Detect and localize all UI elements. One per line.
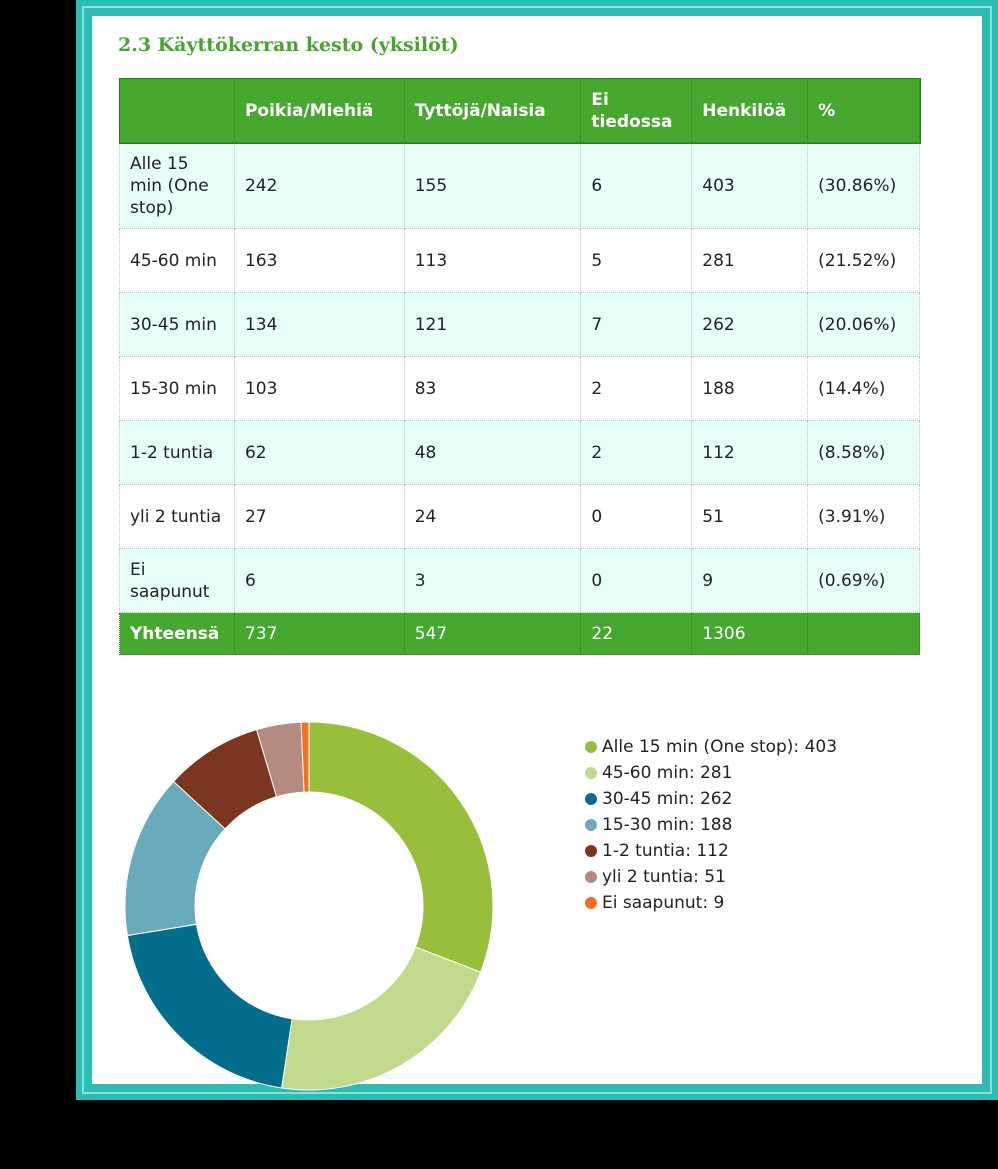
total-female: 547 (403, 612, 582, 655)
cell-male: 163 (233, 228, 405, 293)
legend-label: 45-60 min: 281 (602, 763, 733, 783)
teal-frame: 2.3 Käyttökerran kesto (yksilöt) Poikia/… (76, 0, 998, 1100)
cell-unknown: 0 (580, 548, 693, 613)
cell-percent: (30.86%) (807, 142, 920, 229)
legend-swatch (585, 845, 597, 857)
total-male: 737 (233, 612, 405, 655)
cell-male: 27 (233, 484, 405, 549)
cell-persons: 281 (691, 228, 809, 293)
donut-slice (281, 946, 482, 1091)
total-label: Yhteensä (119, 612, 235, 655)
cell-percent: (8.58%) (807, 420, 920, 485)
cell-female: 121 (403, 292, 582, 357)
header-cell-female: Tyttöjä/Naisia (403, 78, 582, 143)
row-label: Ei saapunut (119, 548, 235, 613)
cell-persons: 112 (691, 420, 809, 485)
total-percent (807, 612, 920, 655)
table-row: 45-60 min 163 113 5 281 (21.52%) (119, 228, 920, 293)
cell-female: 155 (403, 142, 582, 229)
cell-male: 242 (233, 142, 405, 229)
legend-label: 30-45 min: 262 (602, 789, 733, 809)
cell-unknown: 0 (580, 484, 693, 549)
header-cell-persons: Henkilöä (691, 78, 809, 143)
duration-table: Poikia/Miehiä Tyttöjä/Naisia Ei tiedossa… (118, 77, 921, 655)
table-row: 1-2 tuntia 62 48 2 112 (8.58%) (119, 420, 920, 485)
cell-percent: (14.4%) (807, 356, 920, 421)
row-label: Alle 15 min (One stop) (119, 142, 235, 229)
legend-swatch (585, 897, 597, 909)
total-persons: 1306 (691, 612, 809, 655)
cell-female: 24 (403, 484, 582, 549)
legend-label: yli 2 tuntia: 51 (602, 867, 726, 887)
legend-item: 30-45 min: 262 (585, 786, 837, 812)
legend-swatch (585, 767, 597, 779)
header-cell-blank (119, 78, 235, 143)
frame-border-line (82, 6, 992, 1094)
section-title: 2.3 Käyttökerran kesto (yksilöt) (118, 34, 459, 56)
header-cell-percent: % (807, 78, 920, 143)
cell-persons: 403 (691, 142, 809, 229)
legend-item: 45-60 min: 281 (585, 760, 837, 786)
cell-unknown: 2 (580, 420, 693, 485)
cell-unknown: 5 (580, 228, 693, 293)
row-label: 30-45 min (119, 292, 235, 357)
cell-persons: 51 (691, 484, 809, 549)
cell-female: 3 (403, 548, 582, 613)
legend-swatch (585, 741, 597, 753)
legend-item: yli 2 tuntia: 51 (585, 864, 837, 890)
header-cell-male: Poikia/Miehiä (233, 78, 405, 143)
table-row: yli 2 tuntia 27 24 0 51 (3.91%) (119, 484, 920, 549)
cell-male: 6 (233, 548, 405, 613)
cell-percent: (3.91%) (807, 484, 920, 549)
legend-label: 1-2 tuntia: 112 (602, 841, 729, 861)
table-row: 15-30 min 103 83 2 188 (14.4%) (119, 356, 920, 421)
legend-item: 15-30 min: 188 (585, 812, 837, 838)
cell-persons: 262 (691, 292, 809, 357)
legend-label: 15-30 min: 188 (602, 815, 733, 835)
cell-male: 62 (233, 420, 405, 485)
legend-item: Alle 15 min (One stop): 403 (585, 734, 837, 760)
cell-persons: 188 (691, 356, 809, 421)
row-label: 45-60 min (119, 228, 235, 293)
legend-item: 1-2 tuntia: 112 (585, 838, 837, 864)
cell-unknown: 6 (580, 142, 693, 229)
cell-unknown: 2 (580, 356, 693, 421)
donut-chart (124, 721, 494, 1091)
legend-label: Ei saapunut: 9 (602, 893, 725, 913)
cell-percent: (21.52%) (807, 228, 920, 293)
table-total-row: Yhteensä 737 547 22 1306 (119, 612, 920, 655)
cell-female: 113 (403, 228, 582, 293)
cell-female: 83 (403, 356, 582, 421)
legend-swatch (585, 819, 597, 831)
cell-female: 48 (403, 420, 582, 485)
row-label: 1-2 tuntia (119, 420, 235, 485)
cell-percent: (0.69%) (807, 548, 920, 613)
cell-persons: 9 (691, 548, 809, 613)
table-row: Alle 15 min (One stop) 242 155 6 403 (30… (119, 142, 920, 229)
donut-slice (300, 721, 310, 793)
cell-unknown: 7 (580, 292, 693, 357)
chart-legend: Alle 15 min (One stop): 403 45-60 min: 28… (585, 734, 837, 916)
table-row: Ei saapunut 6 3 0 9 (0.69%) (119, 548, 920, 613)
cell-male: 134 (233, 292, 405, 357)
donut-slice (126, 923, 293, 1089)
legend-item: Ei saapunut: 9 (585, 890, 837, 916)
donut-slice (308, 721, 494, 973)
row-label: yli 2 tuntia (119, 484, 235, 549)
table-row: 30-45 min 134 121 7 262 (20.06%) (119, 292, 920, 357)
legend-swatch (585, 793, 597, 805)
table-header-row: Poikia/Miehiä Tyttöjä/Naisia Ei tiedossa… (119, 78, 920, 143)
legend-label: Alle 15 min (One stop): 403 (602, 737, 838, 757)
cell-percent: (20.06%) (807, 292, 920, 357)
cell-male: 103 (233, 356, 405, 421)
legend-swatch (585, 871, 597, 883)
header-cell-unknown: Ei tiedossa (580, 78, 693, 143)
report-panel: 2.3 Käyttökerran kesto (yksilöt) Poikia/… (92, 16, 982, 1091)
total-unknown: 22 (580, 612, 693, 655)
row-label: 15-30 min (119, 356, 235, 421)
